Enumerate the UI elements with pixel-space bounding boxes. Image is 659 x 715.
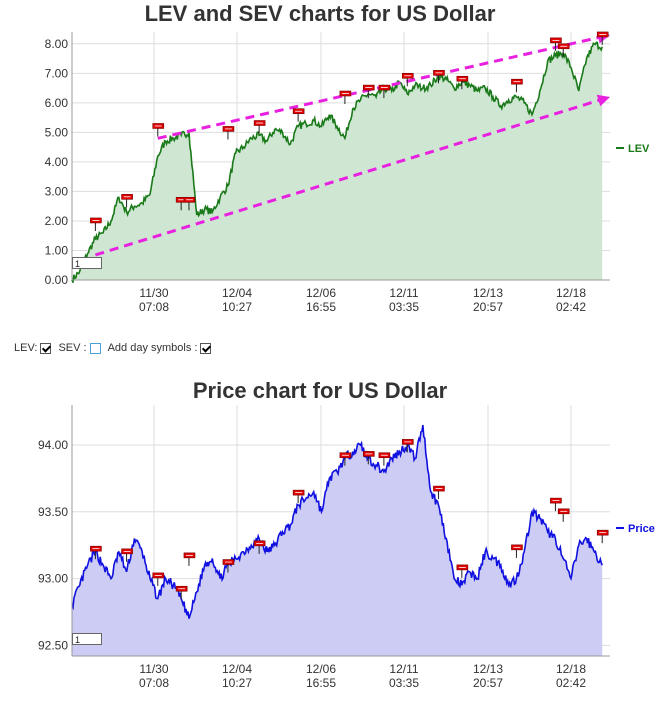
y-tick-label: 5.00 (45, 125, 69, 139)
legend-label: Price (628, 523, 655, 535)
x-tick-time: 16:55 (306, 300, 336, 314)
x-tick-date: 12/13 (473, 662, 503, 676)
x-tick-date: 12/18 (556, 662, 586, 676)
y-tick-label: 93.00 (38, 572, 68, 586)
y-tick-label: 2.00 (45, 214, 69, 228)
x-tick-time: 10:27 (222, 676, 252, 690)
day-symbols-checkbox[interactable] (200, 342, 212, 354)
x-tick-date: 12/13 (473, 286, 503, 300)
y-tick-label: 7.00 (45, 66, 69, 80)
x-tick-date: 12/04 (222, 286, 252, 300)
y-tick-label: 6.00 (45, 96, 69, 110)
lev-checkbox[interactable] (40, 342, 52, 354)
y-tick-label: 93.50 (38, 505, 68, 519)
x-tick-date: 12/11 (389, 286, 418, 300)
price-zoom-input[interactable]: 1 (72, 633, 102, 645)
x-tick-time: 20:57 (473, 676, 503, 690)
x-tick-time: 20:57 (473, 300, 503, 314)
trendline-arrow (596, 94, 610, 107)
x-tick-date: 11/30 (139, 662, 168, 676)
y-tick-label: 94.00 (38, 438, 68, 452)
x-tick-time: 07:08 (139, 300, 169, 314)
chart-controls: LEV: SEV : Add day symbols : (14, 342, 215, 354)
series-area (72, 425, 603, 656)
x-tick-date: 12/04 (222, 662, 252, 676)
lev-chart-svg[interactable]: 0.00 1.00 2.00 3.00 4.00 5.00 6.00 7.00 8.00 11/3… (0, 0, 659, 320)
x-tick-time: 02:42 (556, 676, 586, 690)
y-tick-label: 0.00 (45, 273, 69, 287)
sev-checkbox[interactable] (89, 342, 101, 354)
lev-zoom-input[interactable]: 1 (72, 257, 102, 269)
x-tick-time: 07:08 (139, 676, 169, 690)
lev-chart-title: LEV and SEV charts for US Dollar (144, 1, 496, 26)
x-tick-time: 16:55 (306, 676, 336, 690)
x-tick-date: 12/06 (306, 286, 336, 300)
series-line (71, 41, 603, 283)
y-tick-label: 8.00 (45, 37, 69, 51)
y-tick-label: 3.00 (45, 184, 69, 198)
x-tick-date: 12/18 (556, 286, 586, 300)
x-tick-date: 11/30 (139, 286, 168, 300)
y-tick-label: 92.50 (38, 638, 68, 652)
lev-checkbox-label: LEV: (14, 342, 38, 354)
y-tick-label: 4.00 (45, 155, 69, 169)
x-tick-time: 10:27 (222, 300, 252, 314)
x-tick-date: 12/11 (389, 662, 418, 676)
x-tick-time: 03:35 (389, 300, 419, 314)
x-tick-date: 12/06 (306, 662, 336, 676)
x-tick-time: 03:35 (389, 676, 419, 690)
price-chart-title: Price chart for US Dollar (192, 378, 448, 403)
sev-checkbox-label: SEV : (58, 342, 87, 354)
day-symbols-checkbox-label: Add day symbols : (107, 342, 198, 354)
y-tick-label: 1.00 (45, 243, 69, 257)
x-tick-time: 02:42 (556, 300, 586, 314)
legend-label: LEV (628, 143, 650, 155)
series-line (71, 424, 603, 619)
